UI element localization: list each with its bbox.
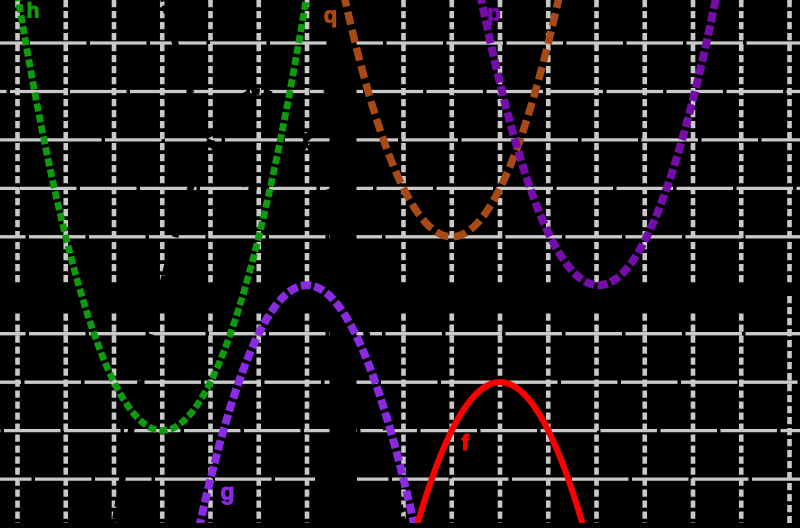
svg-text:f: f [461,430,469,455]
svg-text:h: h [27,0,40,23]
svg-text:p: p [487,1,500,26]
svg-text:q: q [324,3,337,28]
svg-text:g: g [220,479,234,505]
